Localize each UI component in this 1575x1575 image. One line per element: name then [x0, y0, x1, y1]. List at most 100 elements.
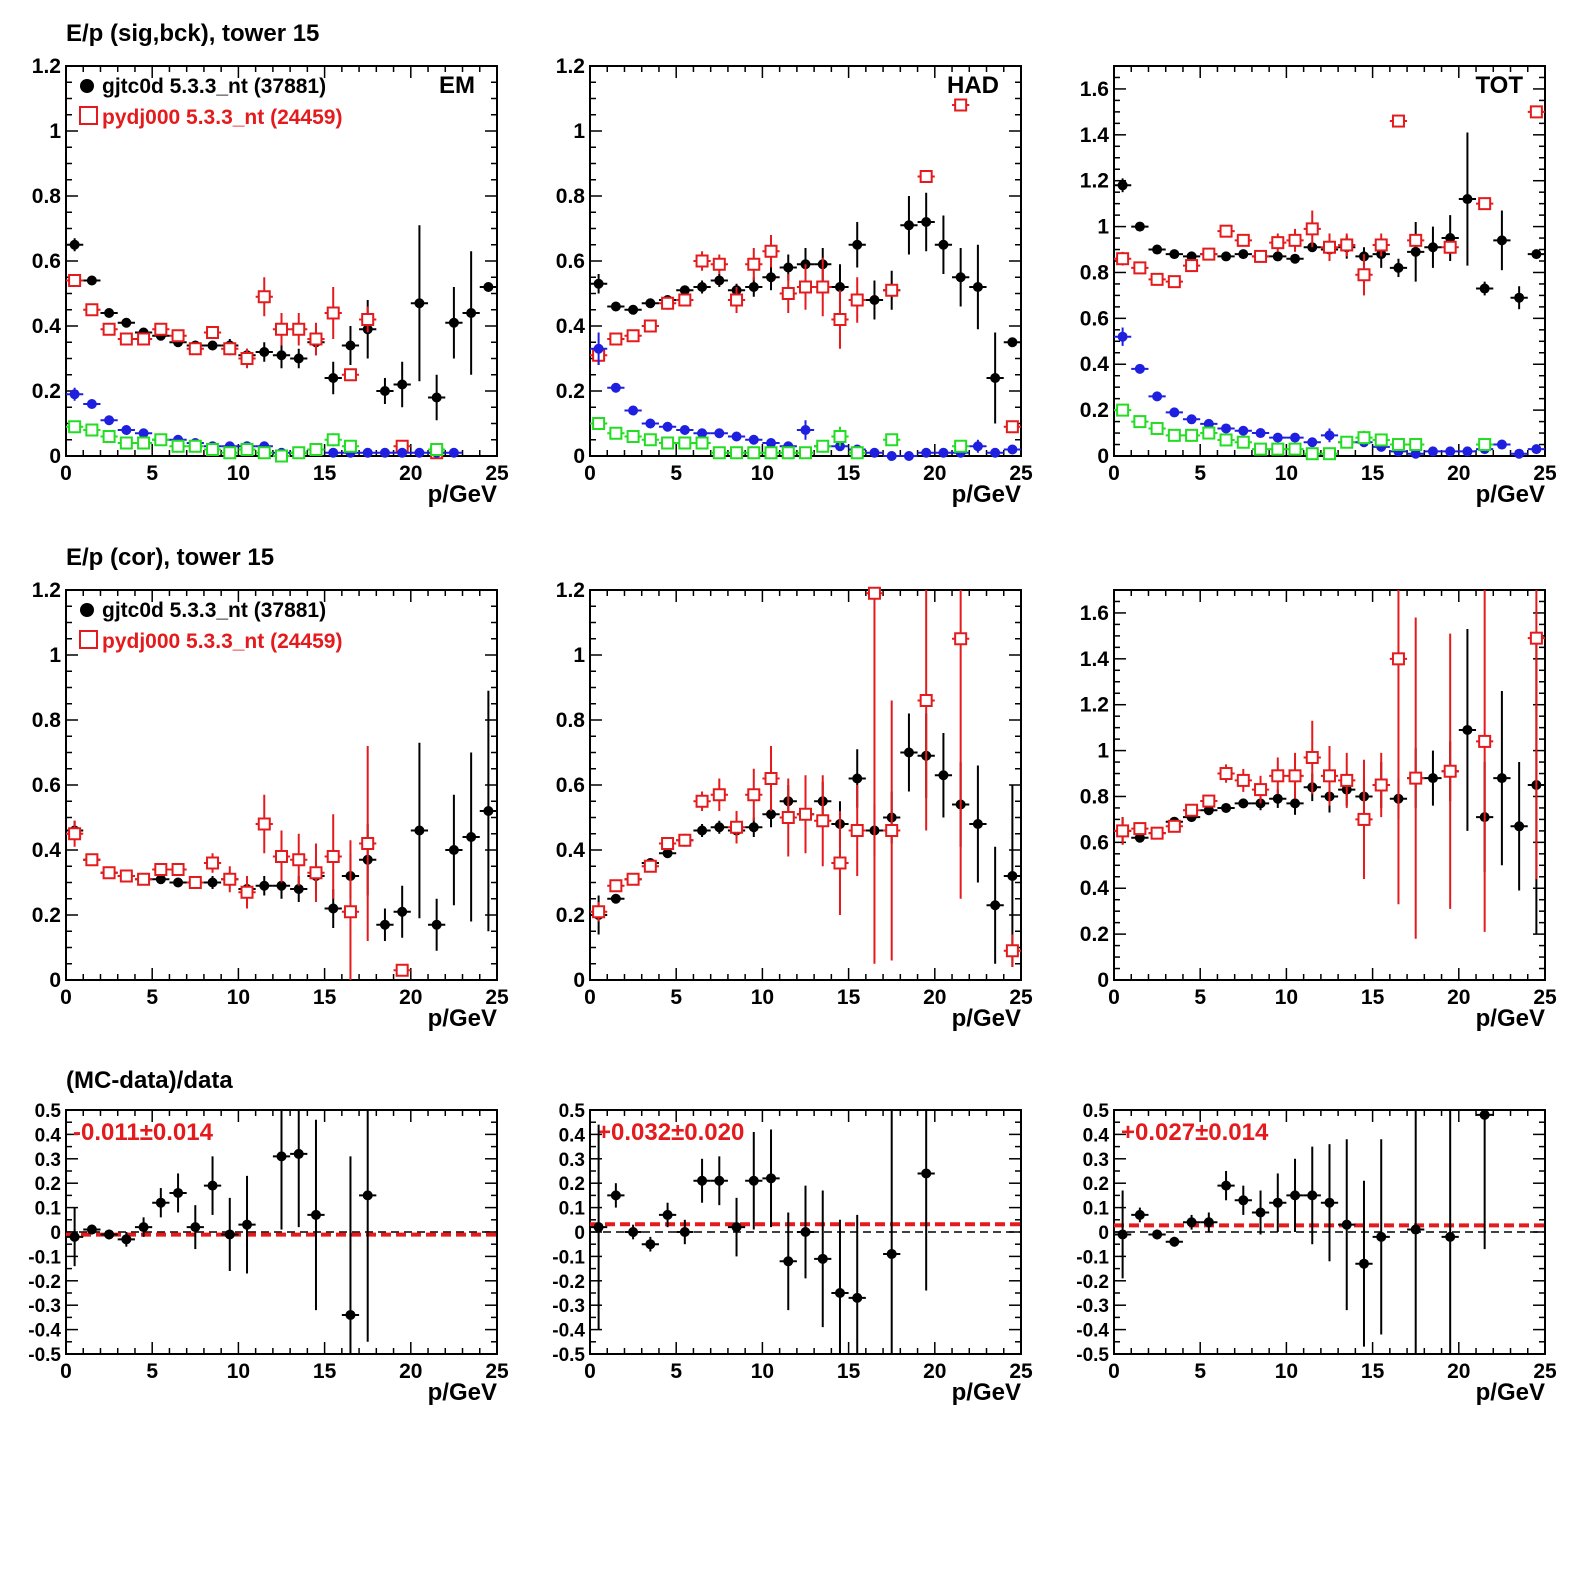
data-point	[1374, 778, 1388, 792]
data-point	[1185, 803, 1199, 817]
data-point	[764, 446, 778, 460]
y-tick-label: -0.4	[1076, 1321, 1109, 1342]
data-point	[1150, 421, 1164, 435]
data-point	[626, 872, 640, 886]
data-point	[276, 880, 287, 891]
data-point	[206, 326, 220, 339]
data-point	[1358, 1258, 1369, 1269]
x-axis-label: p/GeV	[1476, 1005, 1545, 1032]
data-point	[1305, 447, 1319, 461]
data-point	[190, 1222, 201, 1233]
data-point	[275, 850, 288, 863]
data-point	[466, 308, 477, 318]
data-point	[903, 220, 914, 231]
data-point	[414, 447, 425, 458]
x-tick-label: 20	[399, 986, 422, 1009]
data-point	[783, 262, 794, 273]
data-point	[1255, 1207, 1266, 1218]
data-point	[431, 392, 442, 403]
data-point	[223, 342, 237, 356]
data-point	[921, 447, 932, 458]
x-tick-label: 10	[227, 1360, 250, 1383]
data-point	[1305, 750, 1319, 764]
data-point	[816, 439, 830, 453]
data-point	[679, 285, 690, 296]
data-point	[1324, 430, 1335, 441]
data-point	[678, 436, 692, 450]
data-point	[695, 254, 709, 268]
x-tick-label: 10	[751, 462, 774, 485]
y-tick-label: -0.1	[1076, 1247, 1109, 1268]
data-point	[69, 1231, 80, 1242]
data-point	[1272, 793, 1283, 804]
data-point	[955, 272, 966, 283]
data-point	[1290, 1190, 1301, 1201]
data-point	[240, 885, 254, 899]
x-tick-label: 20	[923, 1360, 946, 1383]
data-point	[1254, 249, 1268, 263]
data-point	[1307, 437, 1318, 448]
data-point	[1323, 447, 1336, 461]
x-tick-label: 15	[837, 1360, 861, 1383]
data-point	[1391, 438, 1405, 452]
data-point	[610, 301, 621, 312]
data-point	[628, 1227, 639, 1237]
data-point	[292, 322, 306, 336]
legend-mc-label: pydj000 5.3.3_nt (24459)	[102, 106, 342, 129]
y-tick-label: -0.5	[28, 1345, 61, 1366]
data-point	[628, 405, 639, 416]
data-point	[121, 425, 132, 435]
x-tick-label: 0	[60, 1360, 72, 1383]
series-mc	[1114, 105, 1545, 296]
series-bck_mc	[1114, 403, 1494, 461]
data-point	[138, 428, 149, 439]
data-point	[903, 451, 914, 461]
legend-data-label: gjtc0d 5.3.3_nt (37881)	[102, 599, 326, 622]
x-tick-label: 5	[146, 1360, 158, 1383]
panel-sig-bck-had: 0 5 10 15 20 25p/GeV 0 0.2 0.4 0.6 0.8 1 1.2 HAD	[556, 55, 1033, 508]
data-point	[919, 694, 933, 707]
x-tick-label: 25	[1533, 986, 1557, 1009]
data-point	[1478, 438, 1492, 452]
data-point	[921, 1168, 932, 1179]
data-point	[257, 290, 271, 304]
data-point	[1357, 812, 1371, 826]
data-point	[1152, 1229, 1163, 1240]
y-tick-label: 1.4	[1080, 648, 1110, 671]
x-tick-label: 25	[485, 986, 509, 1009]
data-point	[954, 439, 968, 453]
data-point	[1202, 247, 1216, 261]
y-tick-label: 0.6	[556, 250, 585, 273]
y-tick-label: 0	[573, 969, 585, 992]
panel-sig-bck-em: 0 5 10 15 20 25p/GeV 0 0.2 0.4 0.6 0.8 1 1.2 EM gjtc0d…	[32, 55, 509, 508]
data-point	[714, 428, 725, 439]
data-point	[1290, 798, 1301, 809]
y-tick-label: -0.2	[1076, 1272, 1109, 1293]
data-point	[207, 340, 218, 351]
data-point	[430, 443, 444, 456]
data-point	[154, 433, 168, 447]
data-point	[1202, 794, 1216, 808]
series-mc	[66, 746, 411, 980]
data-point	[223, 872, 237, 886]
y-tick-label: 0.5	[35, 1101, 62, 1122]
x-tick-label: 15	[313, 1360, 337, 1383]
row-title-cor: E/p (cor), tower 15	[66, 544, 275, 571]
y-tick-label: -0.5	[552, 1345, 585, 1366]
data-point	[1167, 275, 1181, 289]
x-tick-label: 20	[923, 462, 946, 485]
data-point	[1272, 432, 1283, 443]
data-point	[1340, 435, 1354, 449]
data-point	[1134, 221, 1145, 232]
data-point	[379, 447, 390, 458]
panel-cor-tot: 0 5 10 15 20 25p/GeV 0 0.2 0.4 0.6 0.8 1 1.2 1.4 1.6	[1080, 589, 1557, 1032]
y-tick-label: 1	[49, 644, 61, 667]
y-tick-label: -0.4	[552, 1321, 585, 1342]
data-point	[1305, 222, 1319, 236]
data-point	[1167, 428, 1181, 442]
data-point	[207, 1180, 218, 1191]
y-tick-label: 0.2	[559, 1174, 585, 1195]
data-point	[645, 298, 656, 309]
data-point	[1116, 824, 1130, 838]
y-tick-label: 0.4	[1080, 877, 1110, 900]
